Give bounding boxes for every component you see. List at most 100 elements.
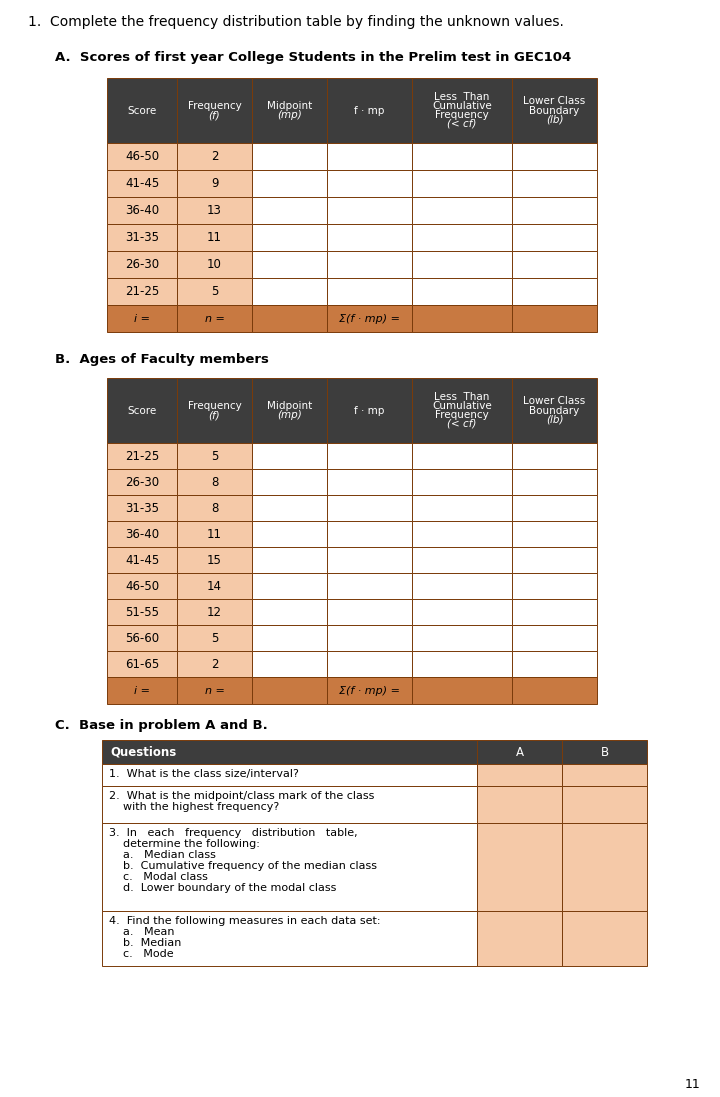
Bar (327, 573, 412, 599)
Bar (477, 911, 562, 966)
Text: 3.  In   each   frequency   distribution   table,: 3. In each frequency distribution table, (109, 828, 358, 838)
Bar (252, 495, 327, 521)
Text: 31-35: 31-35 (125, 231, 159, 244)
Bar (252, 573, 327, 599)
Bar (512, 378, 597, 443)
Bar (512, 251, 597, 278)
Bar (512, 224, 597, 251)
Bar (412, 651, 512, 677)
Text: 11: 11 (207, 231, 222, 244)
Bar (107, 677, 177, 704)
Text: (mp): (mp) (277, 110, 302, 120)
Text: 26-30: 26-30 (125, 475, 159, 488)
Text: 1.  Complete the frequency distribution table by finding the unknown values.: 1. Complete the frequency distribution t… (28, 15, 564, 29)
Bar (562, 823, 647, 911)
Text: i =: i = (134, 314, 150, 324)
Bar (327, 251, 412, 278)
Text: Frequency: Frequency (435, 410, 489, 420)
Text: Cumulative: Cumulative (432, 101, 492, 111)
Bar (562, 740, 647, 764)
Text: a.   Median class: a. Median class (109, 850, 216, 860)
Bar (252, 170, 327, 197)
Bar (562, 911, 647, 966)
Bar (107, 547, 177, 573)
Bar (327, 143, 412, 170)
Text: d.  Lower boundary of the modal class: d. Lower boundary of the modal class (109, 883, 336, 893)
Text: Frequency: Frequency (188, 402, 241, 411)
Bar (327, 224, 412, 251)
Bar (107, 495, 177, 521)
Text: n =: n = (204, 686, 225, 695)
Text: 15: 15 (207, 554, 222, 566)
Bar (412, 170, 512, 197)
Bar (252, 378, 327, 443)
Bar (412, 573, 512, 599)
Text: Questions: Questions (110, 746, 176, 758)
Text: determine the following:: determine the following: (109, 839, 260, 849)
Text: f · mp: f · mp (354, 406, 384, 416)
Bar (327, 78, 412, 143)
Text: 11: 11 (207, 528, 222, 541)
Text: 8: 8 (211, 475, 218, 488)
Text: Frequency: Frequency (188, 101, 241, 111)
Bar (107, 378, 177, 443)
Bar (252, 143, 327, 170)
Bar (252, 521, 327, 547)
Text: n =: n = (204, 314, 225, 324)
Bar (477, 785, 562, 823)
Bar (512, 495, 597, 521)
Bar (177, 143, 252, 170)
Bar (177, 378, 252, 443)
Bar (412, 197, 512, 224)
Text: (lb): (lb) (546, 415, 563, 425)
Bar (107, 224, 177, 251)
Bar (177, 470, 252, 495)
Text: Boundary: Boundary (529, 105, 580, 115)
Text: 14: 14 (207, 579, 222, 592)
Bar (177, 599, 252, 625)
Text: C.  Base in problem A and B.: C. Base in problem A and B. (55, 720, 268, 733)
Bar (107, 197, 177, 224)
Bar (477, 823, 562, 911)
Bar (512, 278, 597, 305)
Bar (327, 625, 412, 651)
Text: 61-65: 61-65 (125, 657, 159, 670)
Bar (177, 677, 252, 704)
Bar (177, 170, 252, 197)
Bar (107, 573, 177, 599)
Text: 5: 5 (211, 450, 218, 463)
Text: 26-30: 26-30 (125, 258, 159, 271)
Bar (177, 495, 252, 521)
Text: with the highest frequency?: with the highest frequency? (109, 802, 279, 812)
Text: 31-35: 31-35 (125, 501, 159, 514)
Bar (412, 305, 512, 332)
Bar (252, 651, 327, 677)
Text: 36-40: 36-40 (125, 204, 159, 217)
Text: 2.  What is the midpoint/class mark of the class: 2. What is the midpoint/class mark of th… (109, 791, 374, 801)
Text: Midpoint: Midpoint (267, 402, 312, 411)
Bar (327, 495, 412, 521)
Bar (327, 547, 412, 573)
Bar (177, 625, 252, 651)
Bar (252, 547, 327, 573)
Text: 51-55: 51-55 (125, 606, 159, 619)
Text: 5: 5 (211, 632, 218, 645)
Text: b.  Cumulative frequency of the median class: b. Cumulative frequency of the median cl… (109, 861, 377, 871)
Bar (107, 651, 177, 677)
Bar (412, 677, 512, 704)
Text: 41-45: 41-45 (125, 177, 159, 190)
Text: Cumulative: Cumulative (432, 402, 492, 411)
Text: Less  Than: Less Than (434, 392, 490, 402)
Bar (327, 470, 412, 495)
Bar (477, 740, 562, 764)
Text: 46-50: 46-50 (125, 150, 159, 163)
Bar (562, 785, 647, 823)
Bar (327, 677, 412, 704)
Bar (562, 764, 647, 785)
Bar (252, 470, 327, 495)
Text: 9: 9 (211, 177, 218, 190)
Bar (412, 78, 512, 143)
Text: (lb): (lb) (546, 114, 563, 124)
Text: (mp): (mp) (277, 410, 302, 420)
Bar (252, 625, 327, 651)
